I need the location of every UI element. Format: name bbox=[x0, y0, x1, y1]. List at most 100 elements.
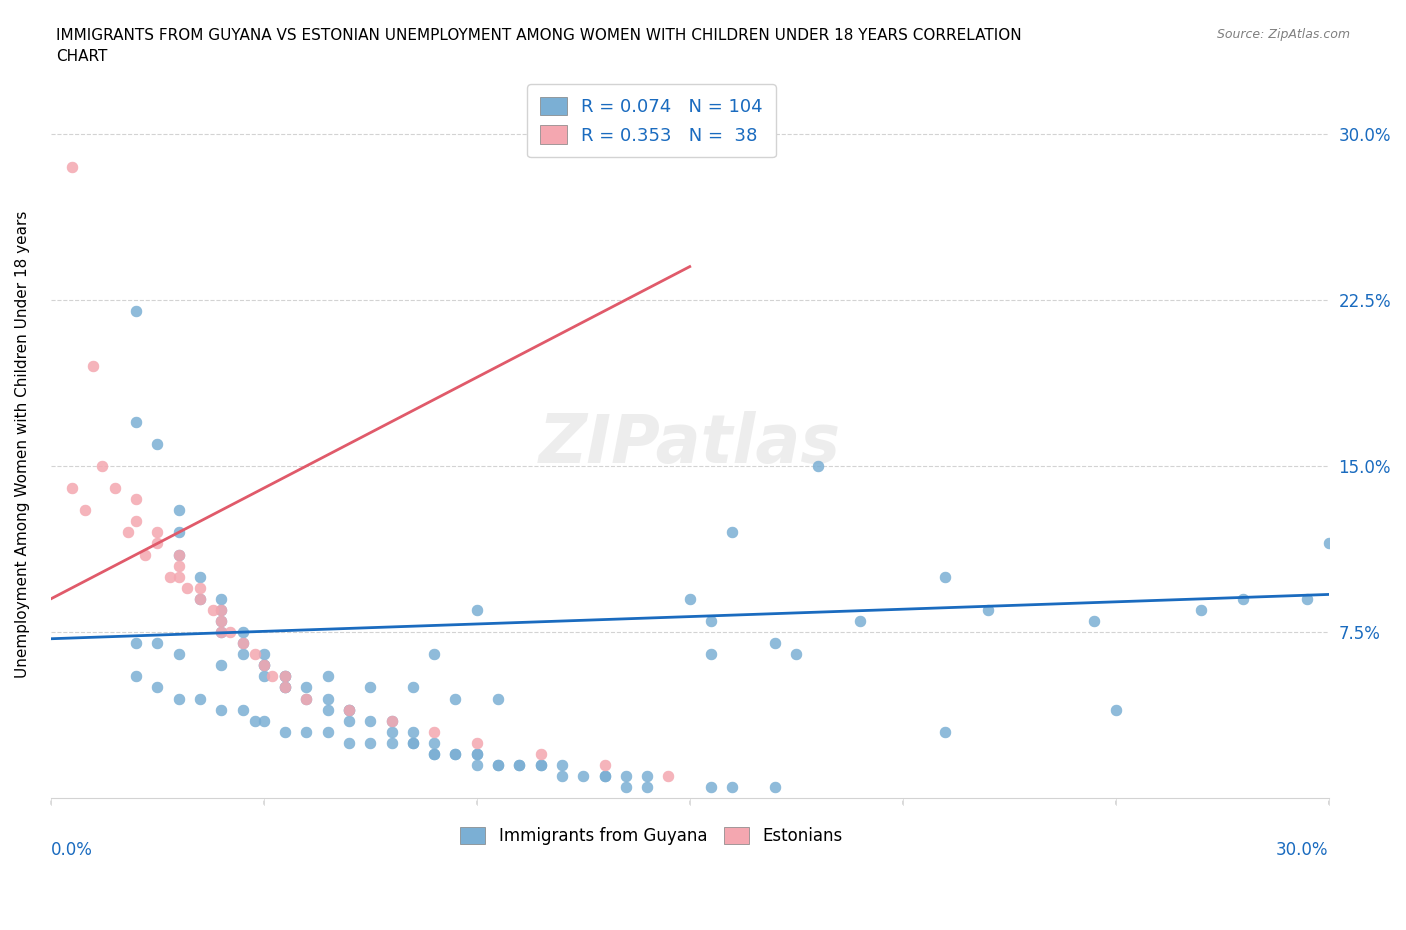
Point bbox=[209, 658, 232, 672]
Point bbox=[209, 614, 232, 629]
Point bbox=[593, 768, 616, 783]
Point bbox=[209, 625, 232, 640]
Point bbox=[91, 458, 114, 473]
Point bbox=[295, 691, 318, 706]
Point bbox=[125, 303, 148, 318]
Point bbox=[679, 591, 702, 606]
Point bbox=[188, 591, 211, 606]
Point bbox=[572, 768, 595, 783]
Point bbox=[614, 779, 637, 794]
Point bbox=[486, 758, 509, 773]
Point bbox=[274, 724, 297, 739]
Y-axis label: Unemployment Among Women with Children Under 18 years: Unemployment Among Women with Children U… bbox=[15, 210, 30, 677]
Point bbox=[337, 702, 360, 717]
Point bbox=[125, 492, 148, 507]
Text: 0.0%: 0.0% bbox=[51, 841, 93, 858]
Point bbox=[146, 636, 169, 651]
Point bbox=[423, 646, 446, 661]
Point bbox=[486, 691, 509, 706]
Point bbox=[167, 525, 190, 539]
Point bbox=[465, 747, 488, 762]
Point bbox=[159, 569, 181, 584]
Point bbox=[423, 747, 446, 762]
Point bbox=[316, 724, 339, 739]
Point bbox=[530, 747, 553, 762]
Point bbox=[316, 691, 339, 706]
Point bbox=[231, 646, 253, 661]
Point bbox=[593, 768, 616, 783]
Text: IMMIGRANTS FROM GUYANA VS ESTONIAN UNEMPLOYMENT AMONG WOMEN WITH CHILDREN UNDER : IMMIGRANTS FROM GUYANA VS ESTONIAN UNEMP… bbox=[56, 28, 1022, 64]
Point bbox=[167, 558, 190, 573]
Point bbox=[636, 779, 658, 794]
Point bbox=[188, 569, 211, 584]
Point bbox=[614, 768, 637, 783]
Text: Source: ZipAtlas.com: Source: ZipAtlas.com bbox=[1216, 28, 1350, 41]
Point bbox=[486, 758, 509, 773]
Point bbox=[465, 736, 488, 751]
Point bbox=[209, 614, 232, 629]
Point bbox=[508, 758, 530, 773]
Point bbox=[231, 636, 253, 651]
Point bbox=[274, 680, 297, 695]
Point bbox=[73, 503, 96, 518]
Point bbox=[977, 603, 1000, 618]
Point bbox=[253, 658, 276, 672]
Point bbox=[1232, 591, 1254, 606]
Point bbox=[721, 525, 744, 539]
Point bbox=[209, 625, 232, 640]
Point bbox=[444, 747, 467, 762]
Point bbox=[337, 702, 360, 717]
Point bbox=[146, 525, 169, 539]
Point bbox=[167, 691, 190, 706]
Point bbox=[337, 713, 360, 728]
Point bbox=[551, 758, 574, 773]
Point bbox=[146, 436, 169, 451]
Point bbox=[176, 580, 198, 595]
Point bbox=[381, 713, 404, 728]
Point bbox=[167, 569, 190, 584]
Point bbox=[253, 658, 276, 672]
Point bbox=[125, 669, 148, 684]
Point bbox=[530, 758, 553, 773]
Point bbox=[218, 625, 240, 640]
Point bbox=[530, 758, 553, 773]
Point bbox=[274, 669, 297, 684]
Point bbox=[593, 758, 616, 773]
Point bbox=[721, 779, 744, 794]
Point bbox=[60, 481, 83, 496]
Point bbox=[359, 736, 381, 751]
Point bbox=[763, 779, 786, 794]
Point bbox=[231, 702, 253, 717]
Point bbox=[700, 646, 723, 661]
Point bbox=[209, 702, 232, 717]
Point bbox=[551, 768, 574, 783]
Point bbox=[381, 736, 404, 751]
Point bbox=[274, 669, 297, 684]
Point bbox=[316, 669, 339, 684]
Point bbox=[337, 702, 360, 717]
Point bbox=[337, 736, 360, 751]
Point bbox=[508, 758, 530, 773]
Text: ZIPatlas: ZIPatlas bbox=[538, 411, 841, 477]
Point bbox=[423, 724, 446, 739]
Point bbox=[231, 625, 253, 640]
Point bbox=[146, 536, 169, 551]
Point bbox=[657, 768, 679, 783]
Point bbox=[700, 779, 723, 794]
Point bbox=[209, 591, 232, 606]
Point bbox=[117, 525, 139, 539]
Point bbox=[806, 458, 828, 473]
Point bbox=[465, 758, 488, 773]
Point bbox=[1083, 614, 1105, 629]
Point bbox=[423, 736, 446, 751]
Point bbox=[381, 724, 404, 739]
Point bbox=[274, 669, 297, 684]
Point bbox=[262, 669, 284, 684]
Point bbox=[125, 636, 148, 651]
Point bbox=[209, 603, 232, 618]
Point bbox=[763, 636, 786, 651]
Point bbox=[274, 680, 297, 695]
Point bbox=[188, 691, 211, 706]
Point bbox=[201, 603, 224, 618]
Point bbox=[209, 603, 232, 618]
